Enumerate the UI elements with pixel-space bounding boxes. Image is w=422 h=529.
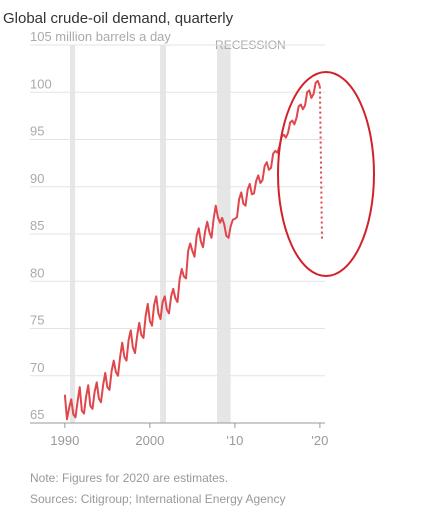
estimate-line bbox=[318, 86, 324, 241]
x-tick-label: 1990 bbox=[50, 433, 79, 448]
x-tick-label: '20 bbox=[311, 433, 328, 448]
chart-title: Global crude-oil demand, quarterly bbox=[3, 10, 234, 27]
data-line bbox=[63, 79, 321, 421]
x-tick-label: 2000 bbox=[135, 433, 164, 448]
y-tick-label: 105 million barrels a day bbox=[30, 29, 171, 44]
y-tick-label: 100 bbox=[30, 76, 52, 91]
y-tick-label: 90 bbox=[30, 171, 44, 186]
y-tick-label: 70 bbox=[30, 360, 44, 375]
y-tick-label: 65 bbox=[30, 407, 44, 422]
source: Sources: Citigroup; International Energy… bbox=[30, 492, 285, 506]
y-tick-label: 95 bbox=[30, 124, 44, 139]
annotation-circle bbox=[277, 71, 375, 277]
y-tick-label: 80 bbox=[30, 265, 44, 280]
note: Note: Figures for 2020 are estimates. bbox=[30, 471, 228, 485]
x-tick-label: '10 bbox=[226, 433, 243, 448]
y-tick-label: 75 bbox=[30, 313, 44, 328]
y-tick-label: 85 bbox=[30, 218, 44, 233]
